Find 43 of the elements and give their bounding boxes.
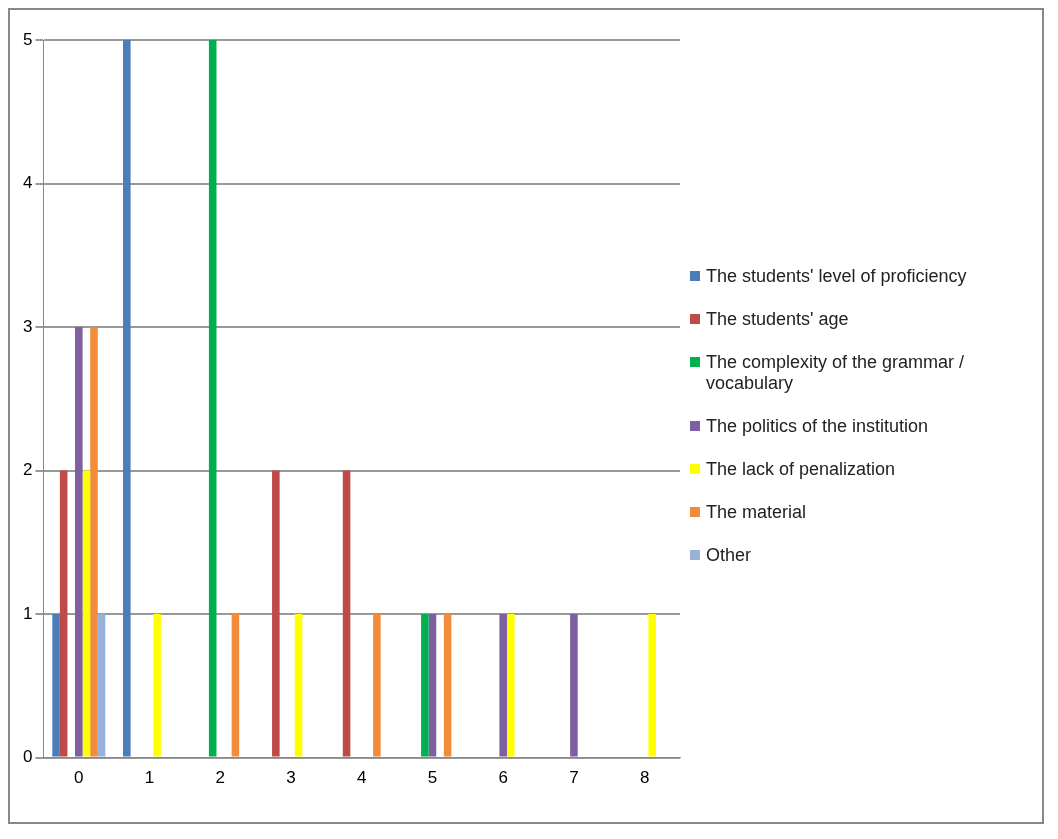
bar <box>506 614 515 757</box>
x-tick-label: 1 <box>144 768 155 788</box>
legend-label: The material <box>706 502 807 523</box>
x-tick-label: 7 <box>569 768 579 788</box>
bar <box>428 614 437 757</box>
bar <box>648 614 656 757</box>
bar <box>272 470 280 757</box>
x-tick-label: 6 <box>498 768 508 788</box>
legend-label: The politics of the institution <box>706 416 929 437</box>
bar <box>153 614 161 757</box>
bar <box>59 470 68 757</box>
bar <box>52 614 60 757</box>
bar <box>90 327 98 757</box>
legend-label: Other <box>706 545 752 566</box>
bar <box>231 614 240 757</box>
y-tick-label: 0 <box>22 747 33 767</box>
y-tick-label: 3 <box>22 316 33 336</box>
y-tick-label: 2 <box>22 460 33 480</box>
bar <box>373 614 381 757</box>
bar <box>443 614 452 757</box>
y-tick-label: 1 <box>22 603 33 623</box>
bar <box>499 614 507 757</box>
x-tick-label: 3 <box>286 768 296 788</box>
legend-label: The students' age <box>706 309 849 330</box>
x-tick-label: 5 <box>427 768 438 788</box>
bar <box>570 614 578 757</box>
bar <box>82 470 91 757</box>
y-tick-label: 4 <box>22 173 33 193</box>
bar <box>123 40 131 757</box>
y-tick-label: 5 <box>22 29 33 49</box>
x-tick-label: 4 <box>356 768 367 788</box>
bar <box>208 40 217 757</box>
legend-label: The complexity of the grammar / vocabulary <box>706 352 966 394</box>
bar <box>75 327 83 757</box>
bar <box>421 614 429 757</box>
bar <box>342 470 351 757</box>
legend-label: The students' level of proficiency <box>706 266 967 287</box>
x-tick-label: 0 <box>74 768 84 788</box>
legend-label: The lack of penalization <box>706 459 896 480</box>
bar <box>294 614 303 757</box>
bar <box>97 614 106 757</box>
x-tick-label: 2 <box>215 768 226 788</box>
x-tick-label: 8 <box>639 768 650 788</box>
